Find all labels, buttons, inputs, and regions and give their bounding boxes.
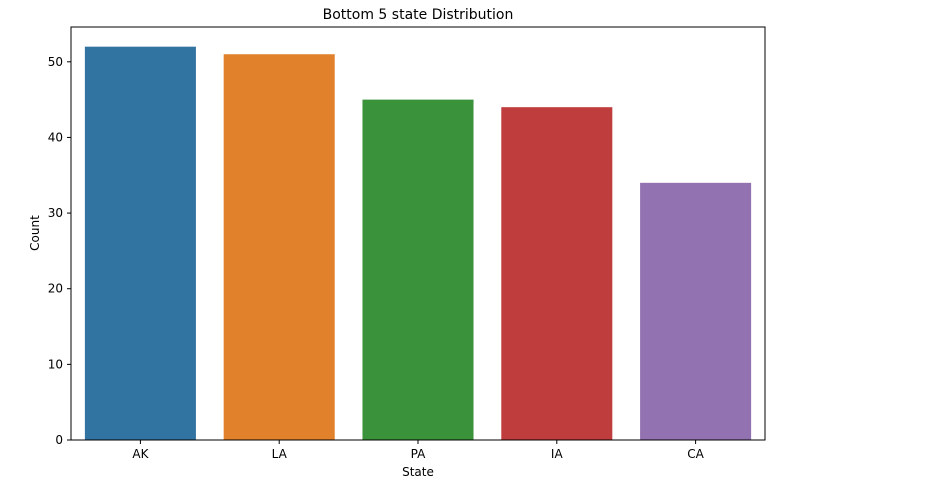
- y-axis-label: Count: [28, 215, 42, 251]
- x-tick-label: IA: [551, 447, 564, 461]
- bar-ca: [640, 182, 752, 440]
- y-tick-label: 10: [48, 357, 63, 371]
- y-tick-label: 30: [48, 206, 63, 220]
- y-tick-label: 0: [55, 433, 63, 447]
- x-axis-ticks: AK LA PA IA CA: [132, 440, 705, 461]
- x-axis-label: State: [402, 465, 434, 479]
- bars: [84, 46, 752, 441]
- bar-pa: [362, 99, 474, 441]
- plot-frame: [70, 26, 766, 441]
- bar-la: [223, 54, 335, 440]
- y-tick-label: 40: [48, 130, 63, 144]
- bar-ia: [501, 107, 613, 441]
- x-tick-label: PA: [411, 447, 426, 461]
- y-axis-ticks: 0 10 20 30 40 50: [48, 55, 71, 447]
- x-tick-label: CA: [687, 447, 704, 461]
- y-tick-label: 50: [48, 55, 63, 69]
- chart-title: Bottom 5 state Distribution: [323, 7, 514, 23]
- bar-ak: [84, 46, 196, 441]
- x-tick-label: AK: [132, 447, 149, 461]
- y-tick-label: 20: [48, 282, 63, 296]
- x-tick-label: LA: [272, 447, 288, 461]
